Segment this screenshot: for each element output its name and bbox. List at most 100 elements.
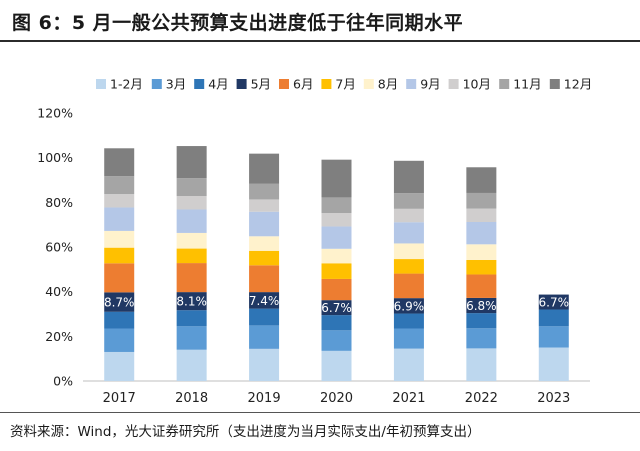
bar-segment — [393, 259, 424, 274]
data-label: 8.7% — [104, 296, 135, 310]
bar-segment — [249, 211, 280, 237]
chart-title: 图 6：5 月一般公共预算支出进度低于往年同期水平 — [12, 12, 464, 34]
y-tick-label: 100% — [37, 150, 73, 165]
bar-segment — [176, 232, 207, 249]
bar-segment — [249, 199, 280, 212]
bar-segment — [393, 348, 424, 381]
legend: 1-2月 3月 4月 5月 6月 7月 8月 9月 10月 11月 12月 — [96, 77, 592, 92]
bar-segment — [176, 248, 207, 264]
bar-segment — [466, 274, 497, 298]
x-tick-label: 2019 — [248, 391, 281, 406]
bar-segment — [538, 309, 569, 327]
bar-segment — [393, 208, 424, 223]
bar-segment — [466, 208, 497, 222]
bar-segment — [104, 148, 135, 177]
bar-segment — [321, 300, 352, 316]
bar-segment — [104, 176, 135, 195]
data-label: 6.7% — [539, 296, 570, 310]
x-tick-label: 2021 — [392, 391, 425, 406]
bar-segment — [321, 226, 352, 249]
legend-swatch — [236, 79, 247, 89]
bar-segment — [321, 248, 352, 264]
bar-segment — [466, 192, 497, 209]
bar-segment — [104, 292, 135, 312]
y-tick-label: 120% — [37, 106, 73, 121]
bar-segment — [104, 207, 135, 231]
bar-segment — [393, 160, 424, 194]
legend-swatch — [448, 79, 459, 89]
bar-segment — [321, 197, 352, 214]
y-tick-label: 0% — [53, 374, 73, 389]
legend-swatch — [279, 79, 289, 89]
legend-label: 7月 — [335, 77, 355, 92]
legend-label: 6月 — [293, 77, 313, 92]
bar-stack-2017: 8.7% — [104, 148, 135, 381]
bar-segment — [176, 196, 207, 210]
bar-segment — [321, 278, 352, 301]
bar-segment — [176, 263, 207, 293]
legend-label: 9月 — [420, 77, 440, 92]
bar-stack-2019: 7.4% — [249, 153, 280, 381]
x-tick-label: 2023 — [537, 391, 570, 406]
x-tick-label: 2022 — [465, 391, 498, 406]
bar-segment — [466, 244, 497, 260]
bar-segment — [176, 310, 207, 327]
bar-segment — [393, 298, 424, 314]
legend-swatch — [549, 79, 560, 89]
title-divider — [0, 40, 640, 42]
legend-swatch — [363, 79, 374, 89]
bar-segment — [466, 297, 497, 314]
bar-segment — [393, 243, 424, 260]
bar-segment — [321, 315, 352, 331]
bar-segment — [104, 328, 135, 352]
bar-segment — [321, 213, 352, 227]
bar-segment — [104, 263, 135, 293]
legend-label: 3月 — [166, 77, 186, 92]
legend-label: 11月 — [513, 77, 541, 92]
bar-segment — [466, 348, 497, 381]
y-tick-label: 20% — [45, 329, 73, 344]
legend-swatch — [321, 79, 332, 89]
source-note: 资料来源：Wind，光大证券研究所（支出进度为当月实际支出/年初预算支出） — [10, 424, 481, 440]
bar-segment — [104, 311, 135, 329]
bar-segment — [249, 265, 280, 293]
bar-segment — [104, 194, 135, 208]
bar-segment — [466, 167, 497, 193]
bar-segment — [176, 209, 207, 233]
legend-label: 12月 — [564, 77, 592, 92]
bar-segment — [104, 351, 135, 381]
bar-segment — [249, 236, 280, 251]
bar-stack-2023: 6.7% — [538, 294, 570, 381]
source-divider — [0, 412, 640, 413]
x-tick-label: 2017 — [103, 391, 136, 406]
chart-canvas: 1-2月 3月 4月 5月 6月 7月 8月 9月 10月 11月 12月 0% 20% 40% 60% 80… — [37, 77, 592, 407]
bar-segment — [393, 313, 424, 329]
bar-segment — [321, 330, 352, 351]
stacked-bar-chart: 1-2月 3月 4月 5月 6月 7月 8月 9月 10月 11月 12月 0% 20% 40% 60% 80… — [0, 60, 640, 408]
legend-label: 10月 — [463, 77, 491, 92]
legend-swatch — [194, 79, 205, 89]
data-label: 7.4% — [249, 294, 280, 308]
bar-segment — [104, 230, 135, 248]
bar-segment — [466, 221, 497, 245]
bar-segment — [466, 328, 497, 349]
bar-segment — [176, 326, 207, 350]
y-tick-label: 40% — [45, 284, 73, 299]
bar-segment — [249, 325, 280, 349]
legend-label: 4月 — [208, 77, 228, 92]
legend-swatch — [406, 79, 417, 89]
y-tick-label: 80% — [45, 195, 73, 210]
legend-swatch — [151, 79, 162, 89]
x-tick-label: 2020 — [320, 391, 353, 406]
x-tick-label: 2018 — [175, 391, 208, 406]
bar-segment — [176, 178, 207, 197]
bar-segment — [249, 348, 280, 381]
legend-swatch — [499, 79, 510, 89]
bar-stack-2022: 6.8% — [466, 167, 497, 381]
bar-stack-2020: 6.7% — [321, 159, 352, 381]
bar-segment — [466, 259, 497, 275]
legend-label: 5月 — [251, 77, 271, 92]
data-label: 6.7% — [321, 301, 352, 315]
bar-segment — [249, 153, 280, 184]
bar-segment — [249, 308, 280, 326]
